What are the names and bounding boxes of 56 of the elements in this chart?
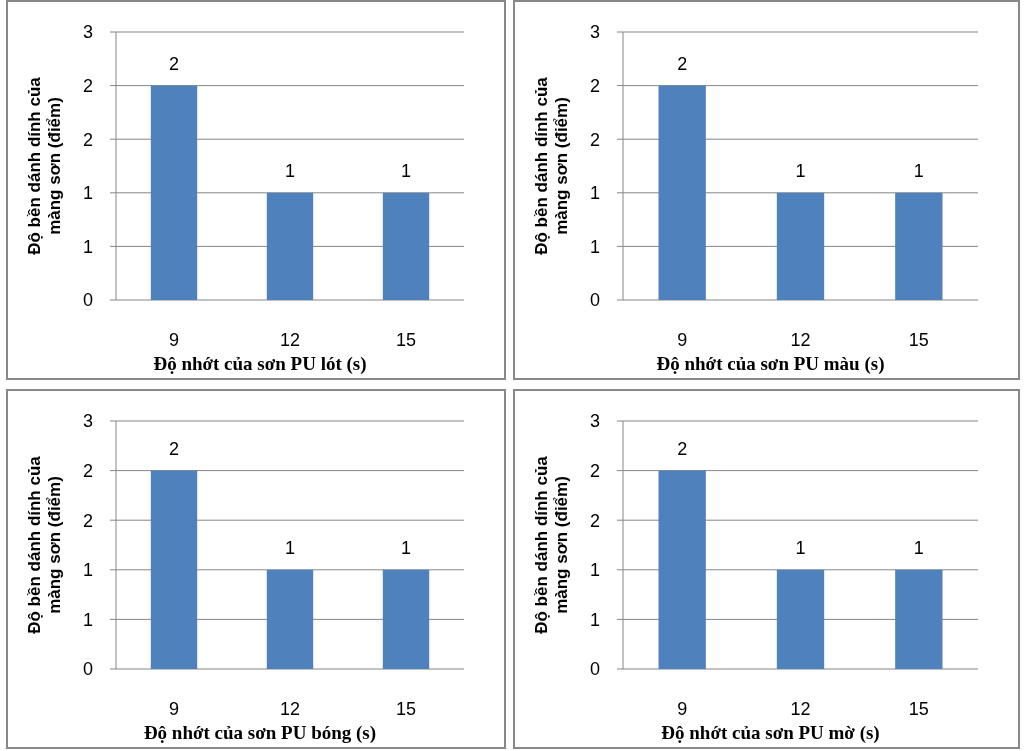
x-tick-label: 12 (790, 330, 811, 350)
x-tick-label: 12 (279, 330, 301, 350)
y-tick-label: 0 (82, 659, 94, 680)
data-label: 1 (913, 537, 924, 558)
x-axis-title: Độ nhớt của sơn PU lót (s) (153, 353, 367, 375)
y-tick-label: 1 (589, 560, 601, 581)
x-tick-label: 12 (790, 699, 811, 719)
y-tick-label: 3 (82, 411, 94, 432)
y-tick-label: 2 (82, 129, 94, 150)
y-tick-label: 2 (589, 75, 601, 96)
y-tick-label: 1 (82, 609, 94, 630)
data-label: 1 (400, 160, 412, 181)
y-tick-label: 0 (82, 290, 94, 311)
y-tick-label: 2 (82, 75, 94, 96)
y-tick-label: 2 (589, 129, 601, 150)
x-tick-label: 12 (279, 699, 301, 719)
x-tick-label: 9 (168, 699, 180, 719)
y-tick-label: 3 (589, 22, 601, 43)
x-tick-label: 15 (395, 330, 417, 350)
y-tick-label: 1 (82, 560, 94, 581)
x-tick-label: 9 (168, 330, 180, 350)
y-tick-label: 3 (589, 411, 601, 432)
x-tick-label: 9 (677, 330, 688, 350)
data-label: 1 (400, 537, 412, 558)
data-label: 1 (913, 160, 924, 181)
data-label: 2 (677, 438, 688, 459)
y-tick-label: 1 (82, 236, 94, 257)
y-axis-title: Độ bền dánh dính của màng sơn (điểm) (24, 76, 65, 255)
data-label: 1 (284, 537, 296, 558)
y-tick-label: 2 (589, 460, 601, 481)
y-tick-label: 1 (589, 236, 601, 257)
y-tick-label: 1 (589, 609, 601, 630)
y-tick-label: 0 (589, 659, 601, 680)
y-axis-title: Độ bền dánh dính của màng sơn (điểm) (531, 455, 572, 634)
y-tick-label: 2 (589, 510, 601, 531)
x-tick-label: 9 (677, 699, 688, 719)
y-tick-label: 1 (589, 183, 601, 204)
x-tick-label: 15 (395, 699, 417, 719)
data-label: 2 (168, 53, 180, 74)
x-axis-title: Độ nhớt của sơn PU màu (s) (656, 353, 885, 375)
data-label: 1 (284, 160, 296, 181)
y-tick-label: 3 (82, 22, 94, 43)
y-tick-label: 2 (82, 510, 94, 531)
y-axis-title: Độ bền dánh dính của màng sơn (điểm) (531, 76, 572, 255)
x-tick-label: 15 (908, 699, 929, 719)
x-axis-title: Độ nhớt của sơn PU mờ (s) (661, 722, 880, 744)
y-axis-title: Độ bền dánh dính của màng sơn (điểm) (24, 455, 65, 634)
data-label: 2 (677, 53, 688, 74)
y-tick-label: 1 (82, 183, 94, 204)
x-axis-title: Độ nhớt của sơn PU bóng (s) (143, 722, 377, 744)
x-tick-label: 15 (908, 330, 929, 350)
y-tick-label: 2 (82, 460, 94, 481)
data-label: 1 (795, 160, 806, 181)
y-tick-label: 0 (589, 290, 601, 311)
data-label: 2 (168, 438, 180, 459)
data-label: 1 (795, 537, 806, 558)
